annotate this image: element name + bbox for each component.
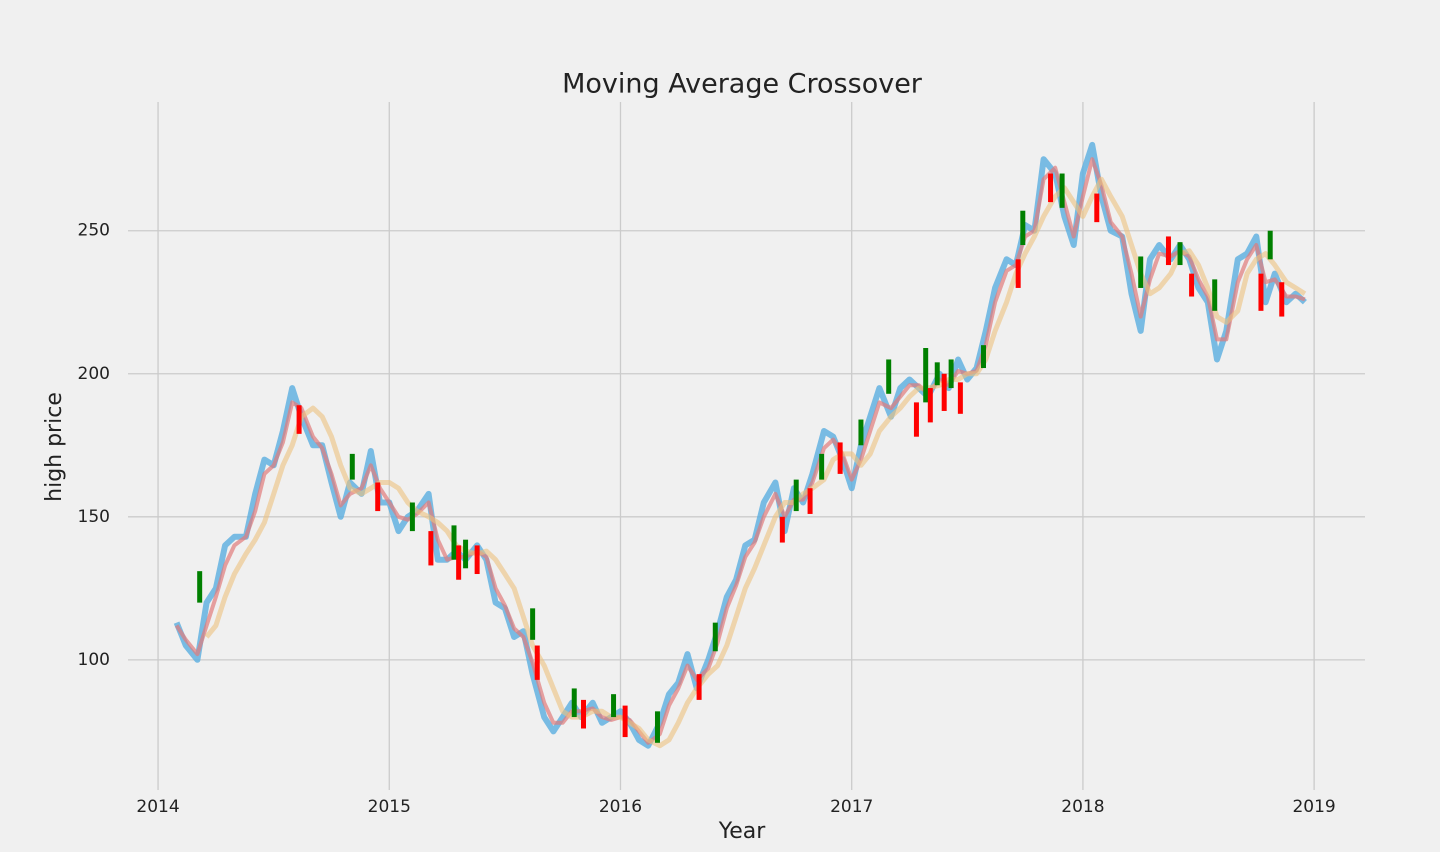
x-axis-label: Year	[718, 819, 767, 844]
y-tick-label: 150	[78, 507, 110, 527]
x-tick-label: 2018	[1061, 797, 1104, 817]
price-line	[204, 176, 1307, 749]
x-tick-label: 2015	[368, 797, 411, 817]
y-tick-label: 200	[78, 364, 110, 384]
y-tick-label: 100	[78, 650, 110, 670]
x-tick-label: 2017	[830, 797, 873, 817]
chart-title: Moving Average Crossover	[562, 69, 923, 100]
x-tick-label: 2014	[136, 797, 179, 817]
x-tick-label: 2019	[1292, 797, 1335, 817]
y-tick-label: 250	[78, 221, 110, 241]
x-tick-label: 2016	[599, 797, 642, 817]
y-axis-label: high price	[42, 392, 67, 502]
price-line	[174, 157, 1306, 745]
price-line	[173, 141, 1307, 749]
